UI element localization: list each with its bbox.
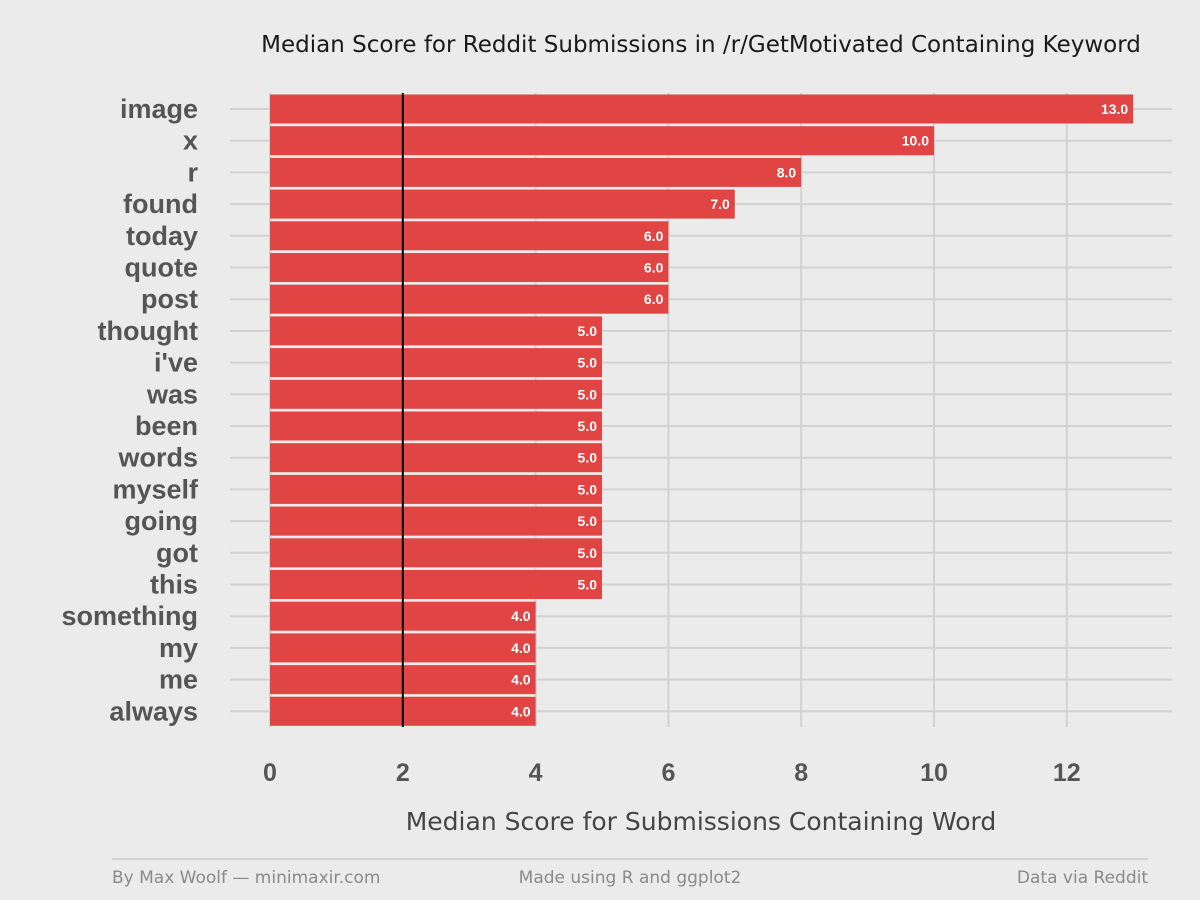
category-label: got <box>156 538 198 568</box>
bar <box>270 157 802 187</box>
category-label: me <box>159 665 198 695</box>
bar <box>270 284 669 314</box>
bar <box>270 253 669 282</box>
bar-value-label: 5.0 <box>578 418 598 434</box>
category-label: always <box>109 696 198 726</box>
bar-value-label: 13.0 <box>1101 101 1128 117</box>
bar <box>270 221 669 251</box>
bar-value-label: 5.0 <box>578 545 598 561</box>
chart-title: Median Score for Reddit Submissions in /… <box>261 32 1141 58</box>
bar <box>270 538 602 568</box>
category-label: r <box>187 157 198 187</box>
category-label: quote <box>125 253 199 283</box>
category-label: image <box>120 94 198 124</box>
bar <box>270 316 602 346</box>
x-tick-label: 10 <box>920 759 948 787</box>
bar <box>270 94 1134 124</box>
category-label: been <box>135 411 198 441</box>
bar-value-label: 5.0 <box>578 323 598 339</box>
category-label: words <box>117 443 198 473</box>
bar-value-label: 4.0 <box>511 640 531 656</box>
bar <box>270 506 602 536</box>
bar-value-label: 4.0 <box>511 672 531 688</box>
x-tick-label: 6 <box>661 759 675 787</box>
bar <box>270 189 735 219</box>
category-label: i've <box>154 348 198 378</box>
bar-value-label: 5.0 <box>578 355 598 371</box>
bar <box>270 443 602 473</box>
category-labels: imagexrfoundtodayquotepostthoughti'vewas… <box>61 94 199 726</box>
bar-value-label: 4.0 <box>511 703 531 719</box>
category-label: post <box>141 284 198 314</box>
bar-value-label: 8.0 <box>777 164 797 180</box>
bar <box>270 379 602 409</box>
bar-value-label: 6.0 <box>644 260 664 276</box>
category-label: today <box>126 221 198 251</box>
bar-value-label: 7.0 <box>710 196 730 212</box>
bar-value-label: 10.0 <box>902 133 929 149</box>
bar-value-label: 4.0 <box>511 608 531 624</box>
category-label: thought <box>98 316 198 346</box>
bar-value-label: 5.0 <box>578 513 598 529</box>
footer-source: Data via Reddit <box>1017 868 1148 888</box>
bars <box>270 94 1134 726</box>
category-label: something <box>61 601 198 631</box>
bar-value-label: 6.0 <box>644 291 664 307</box>
x-tick-label: 2 <box>396 759 410 787</box>
bar-value-label: 5.0 <box>578 481 598 497</box>
category-label: found <box>123 189 198 219</box>
bar-value-label: 6.0 <box>644 228 664 244</box>
x-tick-label: 12 <box>1053 759 1081 787</box>
category-label: was <box>146 379 198 409</box>
grid <box>230 93 1172 727</box>
bar <box>270 570 602 599</box>
x-tick-label: 0 <box>263 759 277 787</box>
x-axis-title: Median Score for Submissions Containing … <box>406 807 997 836</box>
x-tick-label: 4 <box>529 759 543 787</box>
footer-tool: Made using R and ggplot2 <box>519 868 742 888</box>
bar <box>270 126 934 156</box>
footer-credit: By Max Woolf — minimaxir.com <box>112 868 381 888</box>
bar-value-label: 5.0 <box>578 450 598 466</box>
x-tick-label: 8 <box>794 759 808 787</box>
bar-labels: 13.0 10.0 8.0 7.0 6.0 6.0 6.0 5.0 5.0 5.0 5.0 5.0 5.… <box>511 101 1128 719</box>
bar-value-label: 5.0 <box>578 577 598 593</box>
bar-value-label: 5.0 <box>578 386 598 402</box>
bar <box>270 474 602 504</box>
category-label: going <box>125 506 198 536</box>
bar <box>270 411 602 441</box>
category-label: x <box>183 126 198 156</box>
category-label: this <box>150 570 198 600</box>
category-label: myself <box>112 474 199 504</box>
bar <box>270 348 602 378</box>
category-label: my <box>159 633 198 663</box>
x-tick-labels: 0 2 4 6 8 10 12 <box>263 759 1081 787</box>
